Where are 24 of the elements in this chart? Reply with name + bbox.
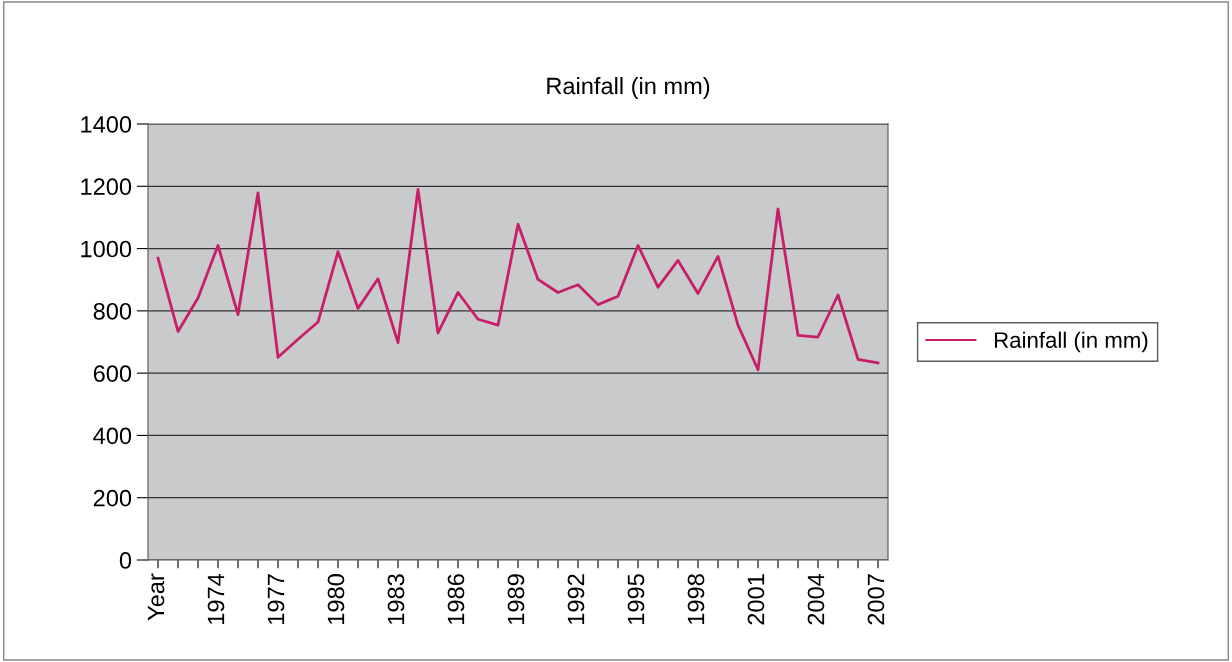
y-tick-label: 600 [93,365,132,382]
line-series [156,188,880,372]
x-tick-label: 2004 [807,573,825,625]
x-tick-label: 1977 [267,574,285,624]
y-tick-label: 200 [93,489,132,507]
x-tick-label: 1995 [627,574,645,624]
x-tick-label: 1986 [447,574,465,624]
y-tick-label: 1200 [81,178,132,196]
y-tick-label: 0 [119,552,132,569]
x-tick-label: 2001 [747,574,765,625]
x-tick-label: 1998 [687,574,705,624]
x-tick-label: 1983 [387,574,405,624]
y-tick-label: 1400 [81,116,132,133]
chart-title: Rainfall (in mm) [547,77,710,99]
legend-label: Rainfall (in mm) [994,331,1148,353]
x-tick-label: 2007 [867,574,885,625]
y-tick-label: 800 [93,302,132,320]
x-tick-label: 1980 [327,574,345,624]
y-tick-label: 1000 [81,240,132,258]
x-tick-label: 1989 [507,574,525,624]
y-tick-label: 400 [93,427,132,445]
x-tick-label: 1992 [567,574,585,624]
x-tick-label: 1974 [207,573,225,624]
x-tick-label: Year [147,573,165,621]
